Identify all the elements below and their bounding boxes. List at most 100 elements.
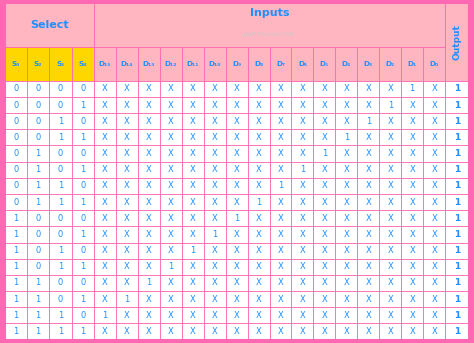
Bar xyxy=(94,3,445,47)
Text: X: X xyxy=(321,117,327,126)
Text: S₂: S₂ xyxy=(34,61,42,67)
Text: X: X xyxy=(168,133,173,142)
Text: 1: 1 xyxy=(454,149,460,158)
Bar xyxy=(423,210,445,226)
Bar xyxy=(313,275,336,291)
Bar xyxy=(379,145,401,162)
Text: X: X xyxy=(300,279,305,287)
Bar xyxy=(160,307,182,323)
Bar xyxy=(379,210,401,226)
Bar xyxy=(27,113,49,129)
Bar xyxy=(204,194,226,210)
Text: 1: 1 xyxy=(454,133,460,142)
Bar xyxy=(72,226,94,243)
Text: X: X xyxy=(212,181,218,190)
Text: 1: 1 xyxy=(454,295,460,304)
Bar xyxy=(5,97,27,113)
Bar xyxy=(401,47,423,81)
Text: X: X xyxy=(146,84,152,93)
Bar xyxy=(27,259,49,275)
Text: X: X xyxy=(321,214,327,223)
Text: X: X xyxy=(102,100,108,109)
Bar xyxy=(49,178,72,194)
Text: 1: 1 xyxy=(36,165,41,174)
Text: X: X xyxy=(365,246,371,255)
Bar xyxy=(138,113,160,129)
Bar xyxy=(423,275,445,291)
Bar xyxy=(182,129,204,145)
Bar xyxy=(336,194,357,210)
Text: X: X xyxy=(300,133,305,142)
Bar xyxy=(445,113,469,129)
Text: X: X xyxy=(365,327,371,336)
Bar xyxy=(160,291,182,307)
Text: X: X xyxy=(321,279,327,287)
Text: X: X xyxy=(410,279,415,287)
Bar xyxy=(5,323,27,340)
Text: X: X xyxy=(278,295,283,304)
Bar xyxy=(247,178,270,194)
Bar xyxy=(49,323,72,340)
Text: X: X xyxy=(168,295,173,304)
Bar xyxy=(182,323,204,340)
Bar xyxy=(292,47,313,81)
Text: X: X xyxy=(344,165,349,174)
Bar xyxy=(313,97,336,113)
Bar xyxy=(27,129,49,145)
Text: X: X xyxy=(300,84,305,93)
Text: X: X xyxy=(255,279,262,287)
Text: X: X xyxy=(102,117,108,126)
Bar xyxy=(357,291,379,307)
Bar xyxy=(423,243,445,259)
Bar xyxy=(247,47,270,81)
Bar xyxy=(27,47,49,81)
Bar xyxy=(247,145,270,162)
Text: X: X xyxy=(146,181,152,190)
Text: X: X xyxy=(365,198,371,206)
Text: 0: 0 xyxy=(80,214,85,223)
Text: X: X xyxy=(255,295,262,304)
Bar xyxy=(357,145,379,162)
Text: X: X xyxy=(387,230,393,239)
Text: 1: 1 xyxy=(102,311,108,320)
Text: X: X xyxy=(431,311,437,320)
Bar xyxy=(116,145,138,162)
Text: X: X xyxy=(278,100,283,109)
Bar xyxy=(72,307,94,323)
Bar xyxy=(247,259,270,275)
Bar xyxy=(49,275,72,291)
Bar xyxy=(423,178,445,194)
Bar xyxy=(270,194,292,210)
Bar xyxy=(5,129,27,145)
Bar xyxy=(445,243,469,259)
Bar xyxy=(226,210,247,226)
Text: X: X xyxy=(255,100,262,109)
Text: X: X xyxy=(234,100,239,109)
Bar xyxy=(138,178,160,194)
Bar xyxy=(94,162,116,178)
Bar xyxy=(445,129,469,145)
Bar xyxy=(226,97,247,113)
Bar xyxy=(226,47,247,81)
Text: X: X xyxy=(431,84,437,93)
Bar xyxy=(379,113,401,129)
Bar xyxy=(160,226,182,243)
Bar xyxy=(204,178,226,194)
Bar xyxy=(27,81,49,97)
Text: X: X xyxy=(387,327,393,336)
Bar xyxy=(423,47,445,81)
Bar xyxy=(116,307,138,323)
Text: X: X xyxy=(278,198,283,206)
Text: X: X xyxy=(431,198,437,206)
Text: X: X xyxy=(410,100,415,109)
Text: X: X xyxy=(168,246,173,255)
Bar xyxy=(204,97,226,113)
Bar xyxy=(49,145,72,162)
Bar xyxy=(5,243,27,259)
Bar xyxy=(445,259,469,275)
Bar xyxy=(138,210,160,226)
Bar xyxy=(94,210,116,226)
Text: X: X xyxy=(321,100,327,109)
Bar xyxy=(313,259,336,275)
Bar xyxy=(27,162,49,178)
